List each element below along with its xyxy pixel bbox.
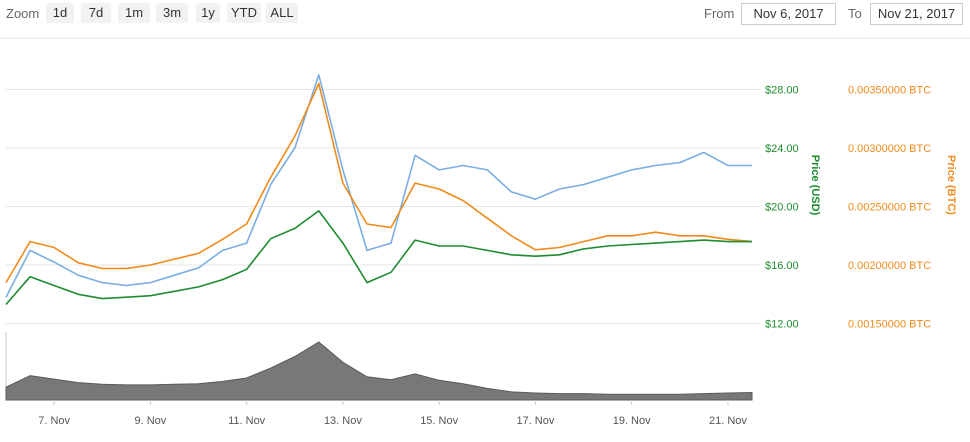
zoom-button-1m[interactable]: 1m <box>118 3 150 23</box>
x-tick-label: 13. Nov <box>324 415 362 427</box>
from-date-input[interactable]: Nov 6, 2017 <box>741 3 836 25</box>
zoom-label: Zoom <box>6 6 40 21</box>
x-tick-label: 19. Nov <box>613 415 651 427</box>
btc-tick-label: 0.00250000 BTC <box>848 202 931 214</box>
series-line-1 <box>5 82 753 284</box>
zoom-button-ytd[interactable]: YTD <box>227 3 261 23</box>
usd-tick-label: $28.00 <box>765 85 799 97</box>
volume-area <box>5 341 753 401</box>
volume-shape <box>5 341 753 401</box>
series-line-0 <box>5 74 752 298</box>
to-label: To <box>848 6 862 21</box>
usd-tick-label: $12.00 <box>765 319 799 331</box>
btc-tick-label: 0.00350000 BTC <box>848 85 931 97</box>
usd-tick-label: $20.00 <box>765 202 799 214</box>
usd-axis-title: Price (USD) <box>809 155 821 216</box>
x-tick-label: 21. Nov <box>709 415 747 427</box>
x-tick-label: 7. Nov <box>38 415 70 427</box>
x-tick-label: 15. Nov <box>420 415 458 427</box>
series-line-2 <box>5 210 752 306</box>
btc-axis: 0.00150000 BTC 0.00200000 BTC 0.00250000 B… <box>848 85 931 331</box>
usd-tick-label: $16.00 <box>765 260 799 272</box>
x-axis: 7. Nov 9. Nov 11. Nov 13. Nov 15. Nov 17. Nov… <box>38 400 747 427</box>
x-tick-label: 9. Nov <box>134 415 166 427</box>
grid-lines <box>0 37 970 401</box>
btc-tick-label: 0.00150000 BTC <box>848 319 931 331</box>
toolbar: Zoom 1d 7d 1m 3m 1y YTD ALL From Nov 6, … <box>0 0 970 30</box>
zoom-button-1y[interactable]: 1y <box>196 3 220 23</box>
usd-axis: $12.00 $16.00 $20.00 $24.00 $28.00 <box>765 85 799 331</box>
zoom-button-all[interactable]: ALL <box>266 3 298 23</box>
btc-axis-title: Price (BTC) <box>945 155 957 215</box>
x-tick-label: 17. Nov <box>516 415 554 427</box>
btc-tick-label: 0.00300000 BTC <box>848 143 931 155</box>
zoom-button-7d[interactable]: 7d <box>81 3 111 23</box>
from-label: From <box>704 6 735 21</box>
btc-tick-label: 0.00200000 BTC <box>848 260 931 272</box>
usd-tick-label: $24.00 <box>765 143 799 155</box>
zoom-button-1d[interactable]: 1d <box>46 3 74 23</box>
series-lines <box>5 74 753 306</box>
to-date-input[interactable]: Nov 21, 2017 <box>870 3 963 25</box>
zoom-button-3m[interactable]: 3m <box>156 3 188 23</box>
x-tick-label: 11. Nov <box>228 415 266 427</box>
